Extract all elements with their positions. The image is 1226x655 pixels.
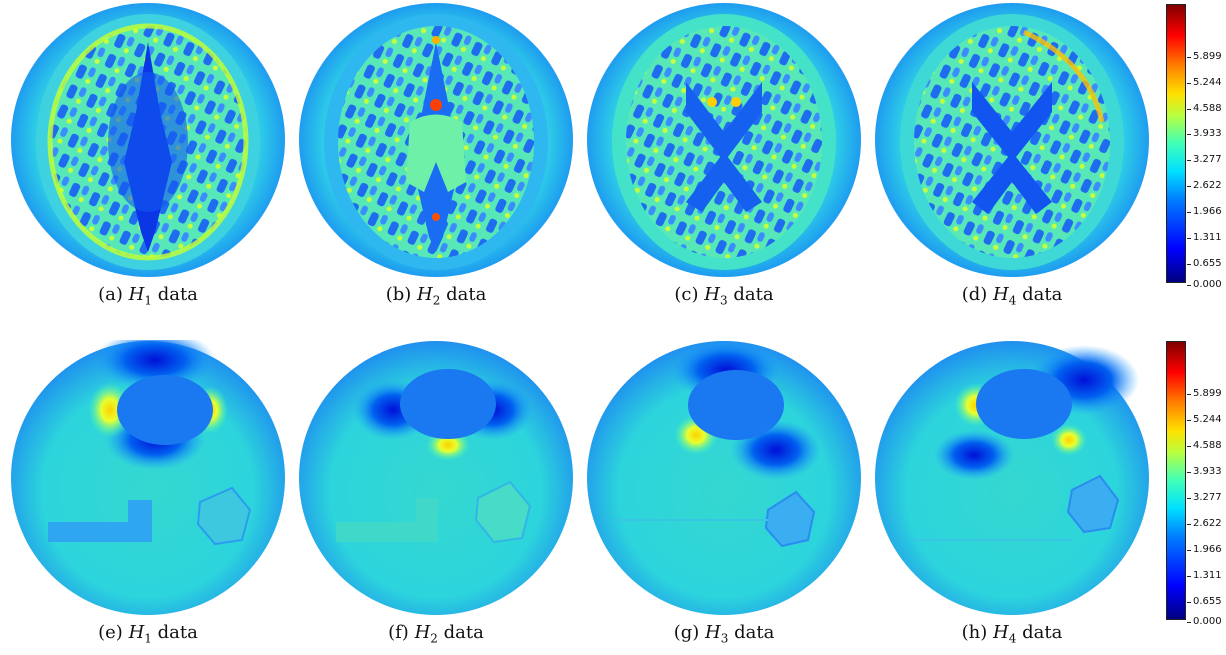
panel-c-image: [586, 2, 862, 278]
panel-e-image: [10, 340, 286, 616]
colorbar-tick: 0.000: [1187, 279, 1222, 290]
caption-f: (f) H2 data: [388, 622, 484, 646]
colorbar-tick: 5.244: [1187, 77, 1222, 88]
caption-h: (h) H4 data: [961, 622, 1063, 646]
caption-a: (a) H1 data: [98, 284, 198, 308]
colorbar-tick: 5.899: [1187, 51, 1222, 62]
colorbar-tick: 1.966: [1187, 206, 1222, 217]
panel-b-image: [298, 2, 574, 278]
colorbar-tick: 2.622: [1187, 518, 1222, 529]
panel-h-image: [874, 340, 1150, 616]
colorbar-tick: 3.277: [1187, 154, 1222, 165]
colorbar-top: [1166, 4, 1186, 283]
colorbar-tick: 3.933: [1187, 128, 1222, 139]
colorbar-tick: 1.311: [1187, 570, 1222, 581]
caption-g: (g) H3 data: [673, 622, 775, 646]
panel-f-image: [298, 340, 574, 616]
panel-g-image: [586, 340, 862, 616]
caption-e: (e) H1 data: [98, 622, 198, 646]
colorbar-tick: 0.000: [1187, 616, 1222, 627]
colorbar-tick: 1.311: [1187, 232, 1222, 243]
caption-c: (c) H3 data: [674, 284, 774, 308]
panel-d-image: [874, 2, 1150, 278]
colorbar-tick: 5.244: [1187, 414, 1222, 425]
colorbar-tick: 2.622: [1187, 180, 1222, 191]
colorbar-tick: 0.655: [1187, 258, 1222, 269]
colorbar-bottom: [1166, 341, 1186, 620]
colorbar-tick: 3.277: [1187, 492, 1222, 503]
colorbar-tick: 4.588: [1187, 103, 1222, 114]
colorbar-tick: 0.655: [1187, 596, 1222, 607]
colorbar-tick: 3.933: [1187, 466, 1222, 477]
colorbar-tick: 4.588: [1187, 440, 1222, 451]
panel-a-image: [10, 2, 286, 278]
caption-b: (b) H2 data: [385, 284, 487, 308]
caption-d: (d) H4 data: [961, 284, 1063, 308]
colorbar-tick: 5.899: [1187, 388, 1222, 399]
colorbar-tick: 1.966: [1187, 544, 1222, 555]
